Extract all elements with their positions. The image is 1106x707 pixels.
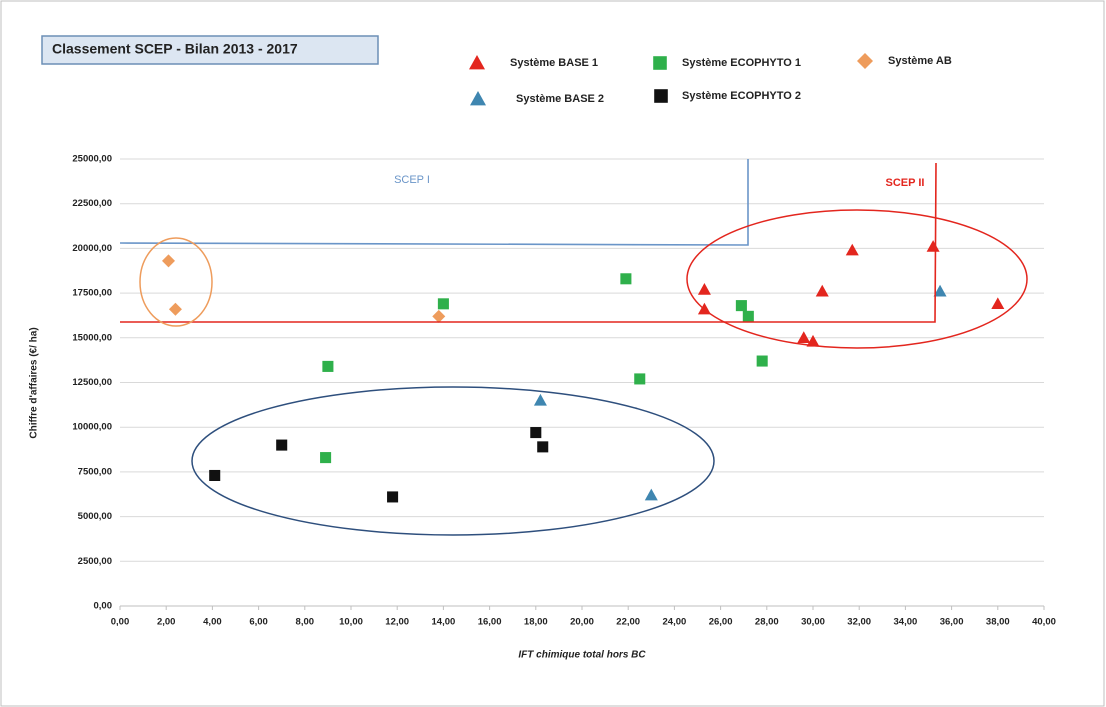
legend-marker [653, 56, 667, 70]
x-tick-label: 30,00 [801, 617, 825, 628]
legend-label: Système BASE 2 [516, 93, 604, 105]
x-tick-label: 8,00 [296, 617, 315, 628]
scatter-point [845, 243, 859, 256]
x-tick-label: 10,00 [339, 617, 363, 628]
scatter-point [634, 373, 646, 385]
scatter-point [644, 488, 658, 501]
y-tick-label: 7500,00 [78, 466, 112, 477]
scatter-point [209, 469, 221, 482]
x-tick-label: 26,00 [709, 617, 733, 628]
x-tick-label: 2,00 [157, 617, 176, 628]
x-tick-label: 28,00 [755, 617, 779, 628]
x-tick-label: 24,00 [663, 617, 687, 628]
x-tick-label: 16,00 [478, 617, 502, 628]
y-tick-label: 20000,00 [72, 243, 112, 254]
scatter-point [991, 297, 1005, 310]
x-tick-label: 18,00 [524, 617, 548, 628]
x-tick-label: 14,00 [432, 617, 456, 628]
scatter-point [322, 360, 334, 372]
legend-marker [654, 89, 668, 103]
legend-marker [857, 53, 873, 69]
scep-ii-boundary [120, 162, 937, 323]
scatter-point [387, 491, 399, 503]
scatter-point [815, 284, 829, 297]
scatter-point [320, 452, 332, 464]
y-tick-label: 15000,00 [72, 332, 112, 343]
x-tick-label: 40,00 [1032, 617, 1056, 628]
scatter-point [926, 240, 940, 252]
scatter-point [437, 298, 449, 310]
legend-label: Système ECOPHYTO 1 [682, 57, 801, 69]
x-tick-label: 22,00 [616, 617, 640, 628]
group-ellipse [139, 237, 213, 327]
plot-area [119, 158, 1045, 610]
group-ellipse [191, 386, 715, 536]
chart-title: Classement SCEP - Bilan 2013 - 2017 [52, 41, 298, 57]
x-tick-label: 4,00 [203, 617, 222, 628]
x-axis-label: IFT chimique total hors BC [518, 650, 646, 661]
x-tick-label: 36,00 [940, 617, 964, 628]
legend-marker [469, 55, 485, 70]
legend-label: Système ECOPHYTO 2 [682, 90, 801, 102]
x-tick-label: 38,00 [986, 617, 1010, 628]
y-tick-label: 2500,00 [78, 556, 112, 567]
x-tick-label: 20,00 [570, 617, 594, 628]
y-tick-label: 5000,00 [78, 511, 112, 522]
y-tick-label: 25000,00 [72, 154, 112, 165]
scep-i-boundary [119, 159, 749, 246]
scatter-point [797, 331, 811, 343]
scatter-point [162, 254, 176, 268]
y-axis-label: Chiffre d'affaires (€/ ha) [29, 327, 40, 438]
legend-marker [470, 91, 486, 106]
y-tick-label: 0,00 [94, 601, 113, 612]
scatter-point [530, 427, 542, 439]
legend-label: Système AB [888, 55, 952, 67]
scatter-point [620, 273, 632, 285]
scatter-point [533, 393, 547, 406]
x-tick-label: 6,00 [249, 617, 268, 628]
legend-label: Système BASE 1 [510, 57, 598, 69]
x-tick-label: 32,00 [847, 617, 871, 628]
y-tick-label: 17500,00 [72, 288, 112, 299]
scatter-point [168, 302, 182, 316]
y-tick-label: 22500,00 [72, 198, 112, 209]
scatter-point [756, 355, 768, 367]
group-ellipse [686, 209, 1028, 349]
annotation: SCEP I [394, 174, 430, 186]
scatter-point [432, 309, 446, 323]
title-box [41, 35, 379, 65]
x-tick-label: 0,00 [111, 617, 130, 628]
scatter-point [742, 310, 754, 322]
x-tick-label: 12,00 [385, 617, 409, 628]
scatter-point [735, 300, 747, 312]
scatter-point [806, 334, 820, 347]
scatter-point [697, 283, 711, 295]
y-tick-label: 12500,00 [72, 377, 112, 388]
scatter-point [537, 441, 549, 453]
scatter-point [276, 439, 288, 451]
x-tick-label: 34,00 [894, 617, 918, 628]
scatter-point [933, 284, 947, 297]
annotation: SCEP II [886, 177, 925, 189]
y-tick-label: 10000,00 [72, 422, 112, 433]
